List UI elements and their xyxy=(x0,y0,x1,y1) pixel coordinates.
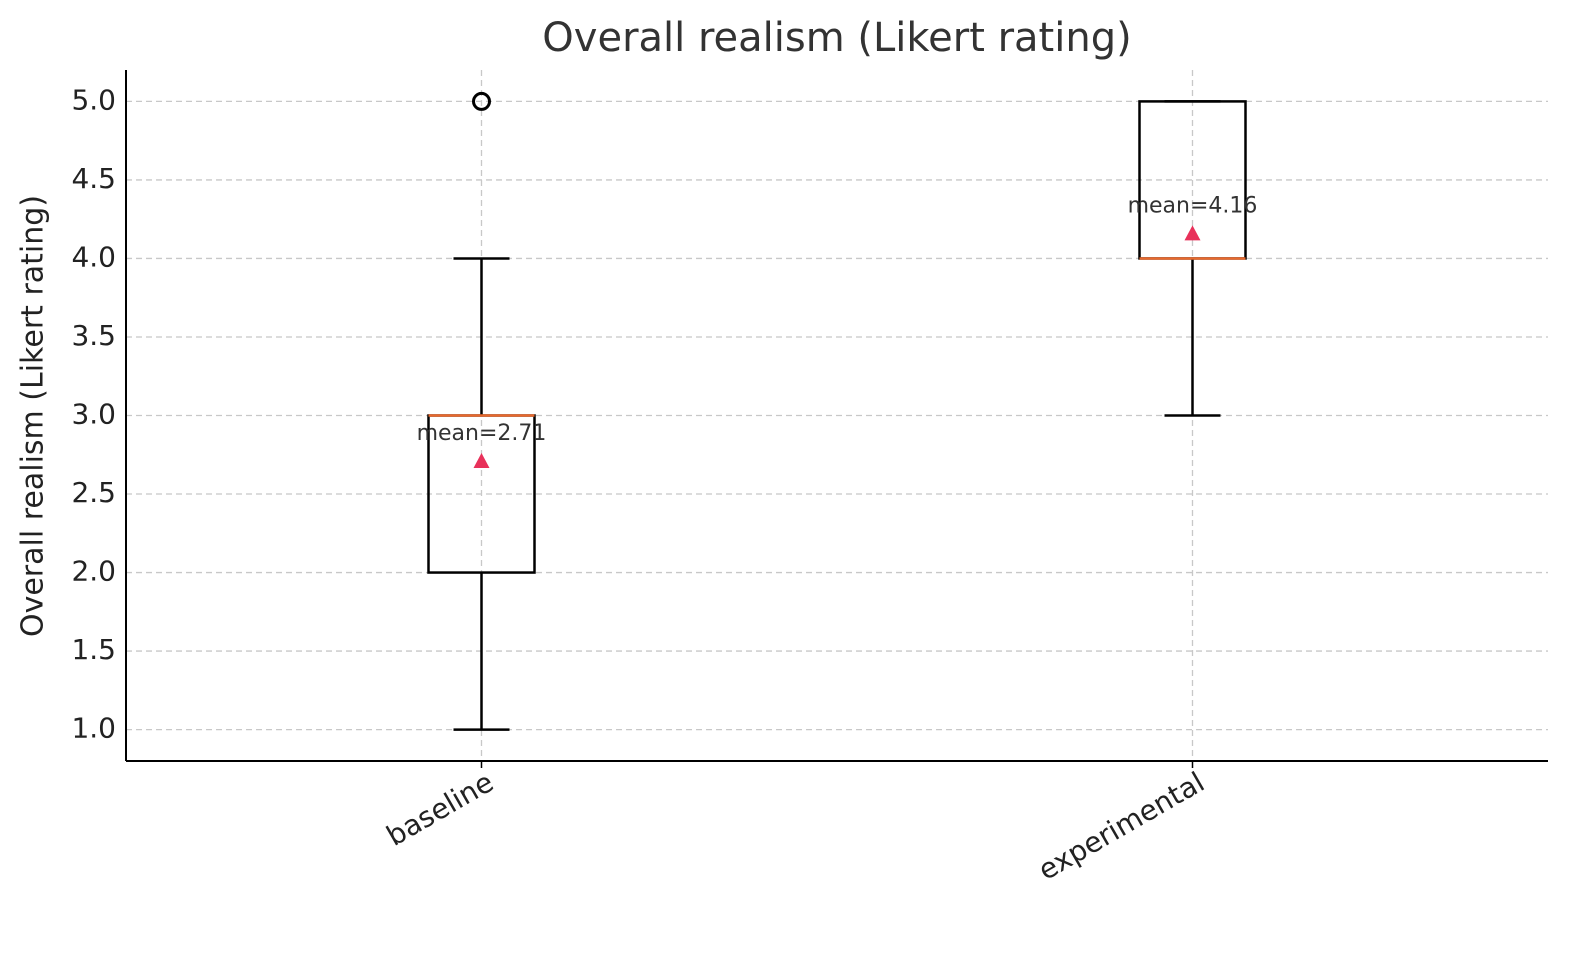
y-tick-label: 5.0 xyxy=(71,83,116,116)
y-tick-label: 2.0 xyxy=(71,555,116,588)
y-tick-label: 1.5 xyxy=(71,633,116,666)
mean-label: mean=4.16 xyxy=(1128,193,1258,218)
y-axis-label: Overall realism (Likert rating) xyxy=(16,195,51,637)
y-tick-label: 4.5 xyxy=(71,162,116,195)
y-tick-label: 2.5 xyxy=(71,476,116,509)
chart-title: Overall realism (Likert rating) xyxy=(542,15,1131,61)
mean-marker xyxy=(473,453,490,469)
y-tick-label: 3.5 xyxy=(71,319,116,352)
mean-marker xyxy=(1184,225,1201,241)
outlier xyxy=(472,91,491,111)
mean-label: mean=2.71 xyxy=(417,421,547,446)
y-tick-label: 1.0 xyxy=(71,712,116,745)
y-tick-label: 4.0 xyxy=(71,240,116,273)
y-tick-label: 3.0 xyxy=(71,398,116,431)
